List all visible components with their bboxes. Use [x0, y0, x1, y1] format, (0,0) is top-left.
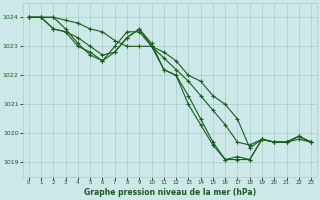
X-axis label: Graphe pression niveau de la mer (hPa): Graphe pression niveau de la mer (hPa) — [84, 188, 256, 197]
